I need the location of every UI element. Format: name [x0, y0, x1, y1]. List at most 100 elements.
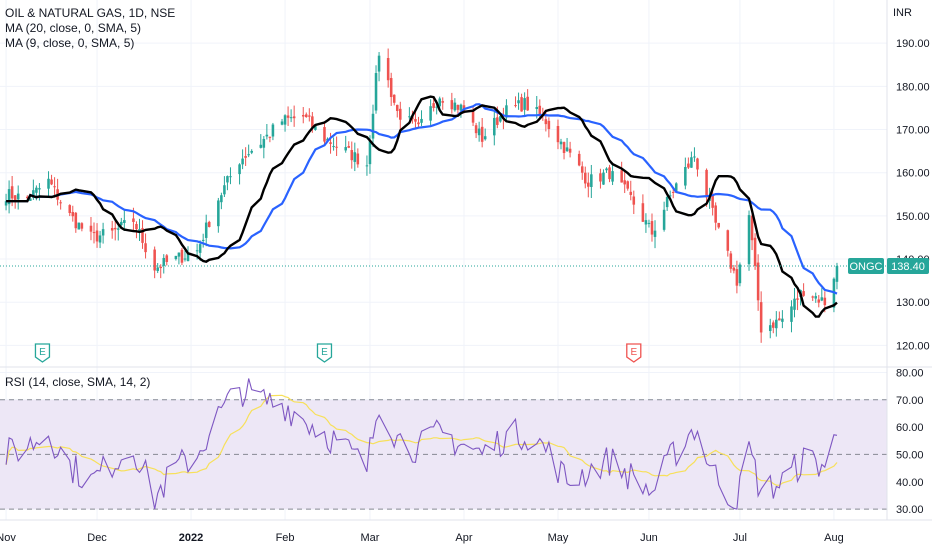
candle-body	[244, 156, 247, 158]
candle	[247, 144, 250, 158]
candle-body	[435, 106, 438, 108]
candle-body	[496, 117, 499, 125]
time-axis[interactable]: Nov Dec 2022 Feb Mar Apr May Jun Jul Aug	[0, 532, 844, 544]
candle-body	[283, 115, 287, 125]
candle-body	[671, 191, 675, 193]
ma9-line	[6, 95, 838, 318]
candle	[811, 295, 814, 302]
candle-body	[480, 126, 484, 142]
candle	[626, 180, 629, 191]
time-tick-label: Aug	[824, 532, 844, 544]
candle-body	[153, 249, 156, 271]
symbol-title[interactable]: OIL & NATURAL GAS, 1D, NSE	[5, 6, 176, 20]
candle	[408, 107, 411, 120]
candle	[499, 115, 502, 123]
candle	[344, 135, 347, 153]
candle-body	[505, 105, 508, 118]
ma9-legend[interactable]: MA (9, close, 0, SMA, 5)	[5, 36, 135, 50]
candle	[389, 72, 393, 106]
candle	[335, 136, 338, 157]
candle	[113, 218, 117, 241]
candle	[289, 109, 293, 123]
candle-body	[820, 297, 824, 301]
candle-body	[768, 325, 772, 331]
rsi-line	[5, 378, 838, 510]
candle-body	[10, 186, 14, 199]
candle	[438, 96, 441, 109]
candle	[292, 105, 296, 127]
price-axis[interactable]: 120.00130.00140.00150.00160.00170.00180.…	[896, 38, 930, 352]
earnings-label: E	[321, 347, 328, 358]
candle-body	[29, 198, 32, 201]
candle	[238, 163, 241, 185]
candle	[520, 93, 523, 112]
candle	[392, 94, 396, 106]
time-tick-label: 2022	[179, 532, 203, 544]
candle	[820, 288, 824, 302]
candle	[429, 99, 432, 127]
candle-body	[347, 146, 351, 148]
rsi-tick-label: 40.00	[896, 477, 924, 489]
currency-label: INR	[893, 7, 912, 19]
candle-body	[775, 319, 778, 329]
candle-body	[802, 291, 805, 296]
candle-body	[144, 243, 147, 253]
ma20-legend[interactable]: MA (20, close, 0, SMA, 5)	[5, 21, 142, 35]
candle-body	[32, 190, 35, 198]
candle-body	[98, 235, 102, 243]
price-tick-label: 120.00	[896, 340, 930, 352]
earnings-label: E	[630, 347, 637, 358]
candle-body	[453, 102, 457, 111]
candle	[308, 108, 311, 122]
time-tick-label: Dec	[87, 532, 107, 544]
earnings-badge	[316, 343, 333, 363]
candle-body	[817, 299, 821, 303]
candle	[556, 119, 560, 150]
candle-body	[417, 122, 420, 125]
candle	[47, 171, 50, 198]
candle	[802, 283, 805, 297]
candle	[268, 136, 272, 143]
candle	[305, 112, 308, 118]
candle	[814, 292, 818, 303]
price-tick-label: 190.00	[896, 38, 930, 50]
candle-body	[311, 116, 314, 128]
candle-body	[13, 195, 17, 201]
candle	[632, 190, 636, 215]
candle-body	[626, 181, 629, 189]
candle-body	[71, 211, 75, 217]
candle-body	[229, 176, 232, 178]
candle	[180, 247, 184, 266]
candle	[29, 197, 32, 201]
candle	[56, 178, 59, 206]
candle	[371, 104, 375, 148]
rsi-axis[interactable]: 30.00 40.00 50.00 60.00 70.00 80.00	[896, 367, 924, 516]
candle	[223, 176, 226, 198]
candle	[135, 221, 138, 239]
candle-body	[523, 98, 526, 110]
candle-body	[687, 163, 690, 168]
candle	[414, 110, 417, 128]
candle	[110, 220, 114, 239]
candle	[453, 98, 457, 112]
candle	[204, 214, 208, 247]
candle	[514, 96, 517, 108]
candle	[374, 65, 378, 114]
candle	[386, 48, 390, 88]
candle-body	[201, 239, 205, 241]
candle	[98, 230, 102, 249]
candle-body	[77, 222, 81, 230]
candle-body	[568, 148, 572, 153]
candle-body	[441, 101, 445, 103]
candle-body	[59, 202, 62, 204]
candle	[714, 202, 717, 231]
candle-body	[371, 113, 375, 139]
rsi-title[interactable]: RSI (14, close, SMA, 14, 2)	[5, 375, 151, 389]
rsi-legend: RSI (14, close, SMA, 14, 2)	[5, 375, 150, 390]
candle	[641, 194, 645, 222]
candle-body	[186, 253, 190, 262]
candle	[605, 167, 608, 173]
candle-body	[220, 195, 223, 203]
candle-body	[711, 195, 714, 208]
